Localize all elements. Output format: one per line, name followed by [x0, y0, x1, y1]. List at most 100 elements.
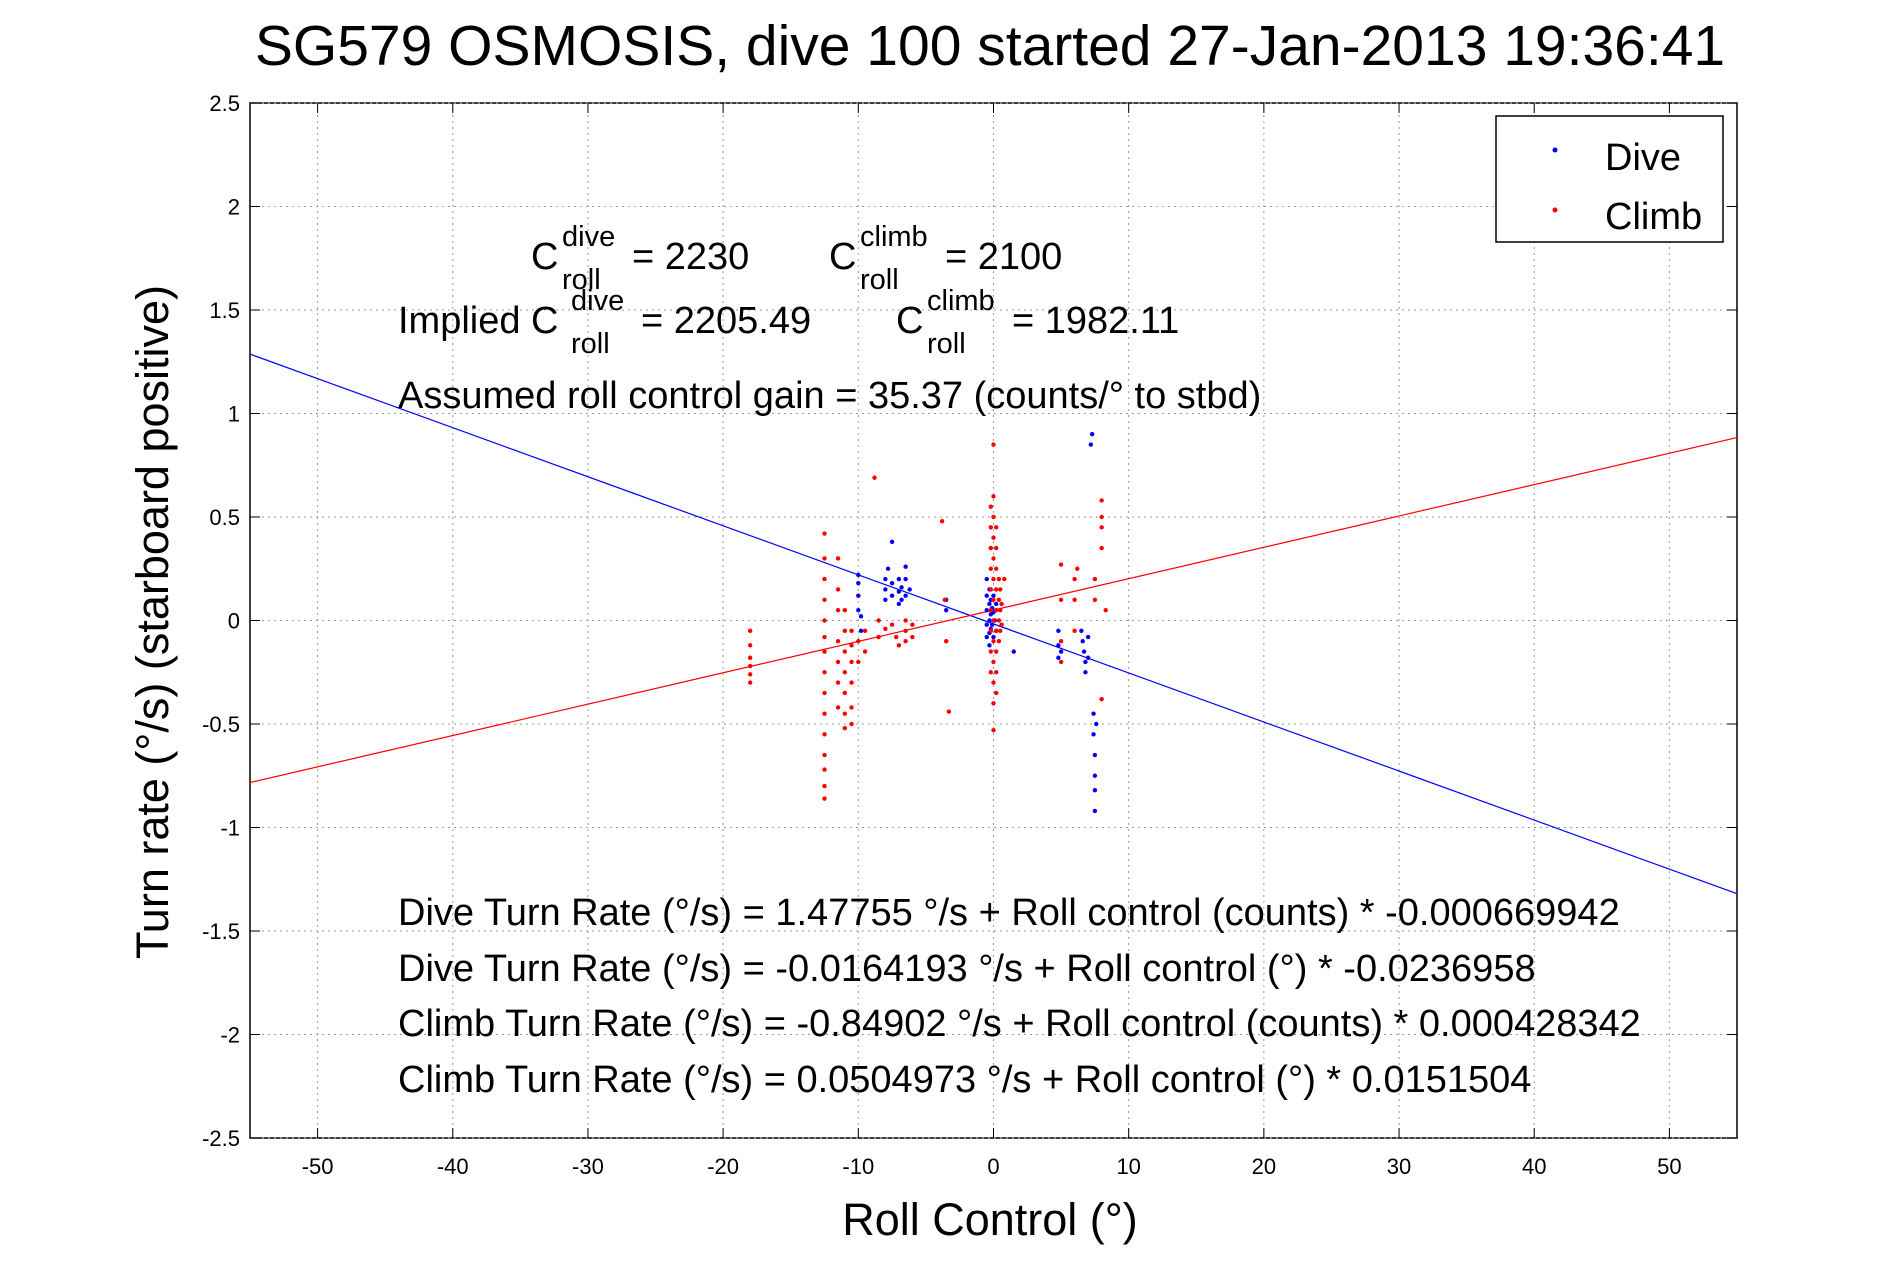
climb-point: [998, 607, 1003, 613]
climb-point: [747, 680, 753, 685]
dive-point: [1079, 628, 1084, 634]
climb-point: [994, 587, 999, 592]
climb-point: [991, 442, 996, 447]
y-tick-label: 1.5: [209, 298, 240, 323]
dive-point: [991, 593, 996, 598]
dive-point: [858, 628, 864, 634]
climb-point: [991, 659, 996, 665]
climb-point: [1072, 576, 1077, 582]
climb-point: [849, 721, 854, 727]
climb-point: [903, 639, 908, 644]
fit-dive-counts: Dive Turn Rate (°/s) = 1.47755 °/s + Rol…: [398, 892, 1620, 934]
climb-point: [822, 556, 827, 561]
dive-point: [899, 597, 904, 602]
climb-point: [849, 680, 854, 685]
c-climb-symbol: C: [829, 236, 856, 278]
dive-point: [1056, 628, 1061, 634]
climb-point: [910, 634, 915, 640]
climb-point: [822, 618, 827, 623]
legend-climb-marker: [1552, 207, 1558, 213]
dive-point: [987, 601, 992, 607]
climb-point: [1099, 498, 1104, 503]
climb-point: [835, 705, 841, 710]
y-axis-label: Turn rate (°/s) (starboard positive): [127, 285, 178, 959]
dive-point: [1085, 655, 1091, 660]
roll-coefficients: C dive roll = 2230 C climb roll = 2100 I…: [398, 221, 1261, 417]
climb-point: [996, 639, 1002, 644]
dive-point: [903, 576, 908, 582]
fit-climb-counts: Climb Turn Rate (°/s) = -0.84902 °/s + R…: [398, 1003, 1641, 1045]
x-axis-label: Roll Control (°): [842, 1194, 1138, 1245]
dive-point: [1083, 670, 1088, 675]
climb-point: [991, 597, 996, 602]
climb-point: [862, 628, 868, 634]
climb-point: [835, 659, 841, 665]
climb-point: [988, 545, 993, 551]
c-dive-value: = 2230: [632, 236, 749, 278]
climb-point: [856, 639, 861, 644]
dive-point: [984, 634, 989, 640]
implied-c-climb-value: = 1982.11: [1012, 300, 1179, 342]
implied-c-dive-value: = 2205.49: [641, 300, 811, 342]
climb-point: [1072, 597, 1077, 602]
x-tick-label: 40: [1522, 1154, 1546, 1179]
dive-point: [994, 601, 999, 607]
dive-point: [1085, 634, 1091, 640]
dive-point: [984, 576, 989, 582]
climb-point: [991, 701, 996, 706]
dive-point: [858, 614, 864, 619]
fit-equations: Dive Turn Rate (°/s) = 1.47755 °/s + Rol…: [398, 892, 1641, 1101]
climb-point: [835, 587, 841, 592]
implied-c-climb-symbol: C: [896, 300, 923, 342]
dive-point: [1088, 442, 1094, 447]
y-tick-label: 2.5: [209, 91, 240, 116]
dive-point: [943, 607, 949, 613]
dive-point: [1083, 659, 1088, 665]
climb-point: [835, 607, 841, 613]
climb-point: [996, 576, 1002, 582]
dive-point: [903, 564, 908, 569]
climb-point: [942, 597, 948, 602]
dive-point: [856, 607, 861, 613]
x-axis-ticks: -50 -40 -30 -20 -10 0 10 20 30 40 50: [302, 103, 1682, 1179]
fit-climb-degrees: Climb Turn Rate (°/s) = 0.0504973 °/s + …: [398, 1059, 1531, 1101]
climb-point: [842, 711, 847, 716]
climb-point: [988, 566, 993, 571]
climb-point: [996, 597, 1002, 602]
climb-point: [883, 626, 888, 631]
climb-point: [903, 628, 908, 634]
climb-point: [991, 494, 996, 499]
climb-point: [1099, 514, 1104, 520]
climb-point: [994, 566, 999, 571]
dive-point: [1091, 711, 1096, 716]
climb-point: [822, 690, 827, 696]
climb-point: [1099, 525, 1104, 530]
c-climb-subscript: roll: [860, 264, 899, 296]
x-tick-label: -40: [437, 1154, 469, 1179]
climb-point: [747, 628, 753, 634]
climb-point: [998, 628, 1003, 634]
c-dive-subscript: roll: [562, 264, 601, 296]
climb-point: [893, 634, 899, 640]
climb-point: [822, 752, 827, 758]
climb-point: [1075, 566, 1080, 571]
climb-point: [994, 525, 999, 530]
dive-point: [1056, 655, 1061, 660]
dive-point: [984, 607, 989, 613]
climb-point: [994, 545, 999, 551]
climb-point: [862, 649, 868, 654]
dive-point: [1094, 721, 1099, 727]
x-tick-label: -10: [842, 1154, 874, 1179]
climb-point: [842, 607, 847, 613]
y-tick-label: 2: [228, 195, 240, 220]
climb-point: [991, 514, 996, 520]
climb-point: [747, 663, 753, 669]
x-tick-label: -20: [707, 1154, 739, 1179]
climb-point: [835, 556, 841, 561]
x-tick-label: 0: [987, 1154, 999, 1179]
climb-point: [876, 618, 881, 623]
climb-point: [991, 556, 996, 561]
y-tick-label: -0.5: [202, 712, 240, 737]
dive-point: [989, 622, 995, 627]
climb-point: [822, 796, 827, 801]
